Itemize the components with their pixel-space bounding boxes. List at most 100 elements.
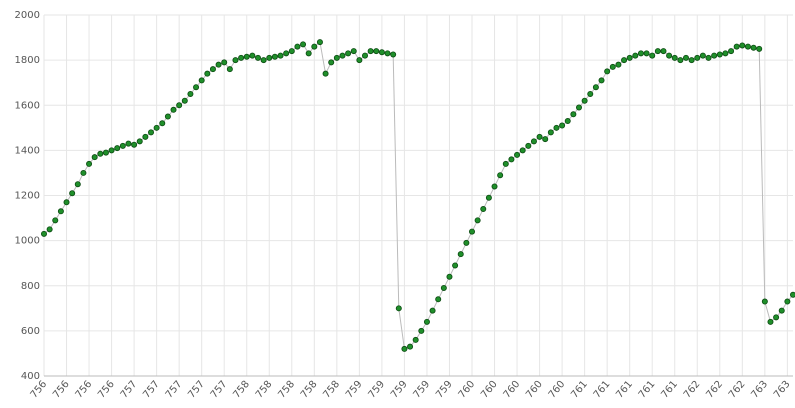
point bbox=[761, 298, 768, 305]
point bbox=[452, 262, 459, 269]
y-tick-label: 1000 bbox=[15, 236, 40, 247]
x-tick-label: 759 bbox=[389, 379, 410, 401]
point bbox=[131, 141, 138, 148]
x-tick-label: 761 bbox=[569, 379, 590, 401]
point bbox=[654, 48, 661, 55]
point bbox=[626, 54, 633, 61]
point bbox=[694, 54, 701, 61]
y-tick-label: 400 bbox=[21, 371, 40, 382]
point bbox=[288, 48, 295, 55]
point bbox=[711, 52, 718, 59]
point bbox=[621, 57, 628, 64]
point bbox=[750, 44, 757, 51]
point bbox=[688, 57, 695, 64]
point bbox=[108, 147, 115, 154]
point bbox=[221, 59, 228, 66]
point bbox=[238, 54, 245, 61]
point bbox=[649, 52, 656, 59]
point bbox=[41, 230, 48, 237]
point bbox=[739, 42, 746, 49]
point bbox=[91, 154, 98, 161]
point bbox=[784, 298, 791, 305]
point bbox=[615, 61, 622, 68]
x-tick-label: 762 bbox=[682, 379, 703, 401]
point bbox=[300, 41, 307, 48]
point bbox=[508, 156, 515, 163]
point bbox=[519, 147, 526, 154]
point bbox=[69, 190, 76, 197]
y-tick-label: 1200 bbox=[15, 191, 40, 202]
x-tick-label: 759 bbox=[366, 379, 387, 401]
point bbox=[666, 52, 673, 59]
point bbox=[198, 77, 205, 84]
point bbox=[412, 336, 419, 343]
x-tick-label: 759 bbox=[434, 379, 455, 401]
x-tick-label: 760 bbox=[547, 379, 568, 401]
point bbox=[147, 129, 154, 136]
x-tick-label: 758 bbox=[321, 379, 342, 401]
point bbox=[390, 51, 397, 58]
x-tick-label: 762 bbox=[704, 379, 725, 401]
x-tick-label: 761 bbox=[592, 379, 613, 401]
point bbox=[778, 307, 785, 314]
point bbox=[773, 314, 780, 321]
point bbox=[305, 50, 312, 57]
point bbox=[74, 181, 81, 188]
point bbox=[102, 149, 109, 156]
point bbox=[311, 43, 318, 50]
point bbox=[716, 51, 723, 58]
x-tick-label: 757 bbox=[119, 379, 140, 401]
point bbox=[660, 48, 667, 55]
point bbox=[283, 50, 290, 57]
point bbox=[401, 345, 408, 352]
point bbox=[46, 226, 53, 233]
point bbox=[609, 63, 616, 70]
x-tick-label: 759 bbox=[412, 379, 433, 401]
point bbox=[361, 52, 368, 59]
point bbox=[294, 43, 301, 50]
point bbox=[502, 160, 509, 167]
point bbox=[683, 54, 690, 61]
point bbox=[677, 57, 684, 64]
point bbox=[699, 52, 706, 59]
point bbox=[164, 113, 171, 120]
point bbox=[181, 97, 188, 104]
x-tick-label: 758 bbox=[231, 379, 252, 401]
point bbox=[480, 206, 487, 213]
y-tick-label: 1800 bbox=[15, 55, 40, 66]
x-tick-label: 758 bbox=[276, 379, 297, 401]
point bbox=[547, 129, 554, 136]
point bbox=[553, 124, 560, 131]
point bbox=[530, 138, 537, 145]
x-tick-label: 760 bbox=[502, 379, 523, 401]
point bbox=[322, 70, 329, 77]
x-tick-label: 756 bbox=[74, 379, 95, 401]
point bbox=[209, 66, 216, 73]
point bbox=[733, 43, 740, 50]
point bbox=[350, 48, 357, 55]
x-tick-label: 756 bbox=[51, 379, 72, 401]
point bbox=[215, 61, 222, 68]
point bbox=[536, 133, 543, 140]
point bbox=[204, 70, 211, 77]
x-tick-label: 757 bbox=[209, 379, 230, 401]
x-tick-label: 756 bbox=[96, 379, 117, 401]
point bbox=[119, 142, 126, 149]
point bbox=[316, 39, 323, 46]
point bbox=[564, 118, 571, 125]
x-tick-label: 759 bbox=[344, 379, 365, 401]
point bbox=[384, 50, 391, 57]
point bbox=[339, 52, 346, 59]
point bbox=[423, 318, 430, 325]
point bbox=[435, 296, 442, 303]
point bbox=[407, 343, 414, 350]
point bbox=[193, 84, 200, 91]
point bbox=[468, 228, 475, 235]
point bbox=[249, 52, 256, 59]
x-tick-label: 757 bbox=[164, 379, 185, 401]
x-tick-label: 760 bbox=[524, 379, 545, 401]
point bbox=[604, 68, 611, 75]
point bbox=[728, 48, 735, 55]
point bbox=[643, 50, 650, 57]
